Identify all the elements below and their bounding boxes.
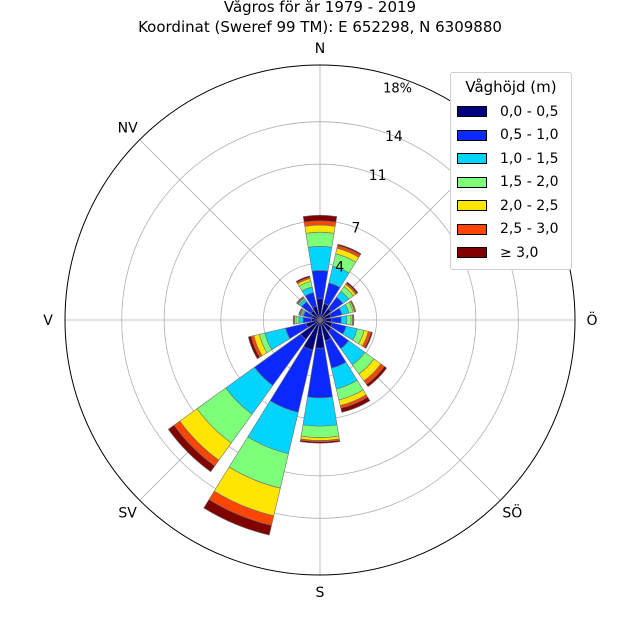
- bar-n-3: [305, 231, 335, 248]
- direction-label-n: N: [315, 41, 325, 57]
- grid-ring: [163, 163, 477, 477]
- legend-label: 1,5 - 2,0: [500, 174, 559, 191]
- bar-s-6: [299, 439, 341, 444]
- direction-label-nv: NV: [118, 121, 138, 137]
- legend-item: 1,0 - 1,5: [451, 147, 571, 171]
- direction-label-s: S: [316, 585, 325, 601]
- bar-sw-6: [167, 424, 216, 473]
- bar-n-1: [311, 270, 329, 300]
- legend-title: Våghöjd (m): [465, 78, 557, 96]
- direction-label-v: V: [43, 313, 53, 329]
- bar-e-2: [340, 315, 348, 325]
- bar-nnw-6: [295, 275, 311, 284]
- bar-nw-6: [296, 296, 304, 304]
- radial-tick-label: 14: [385, 129, 403, 145]
- legend-item: 2,0 - 2,5: [451, 194, 571, 218]
- radial-max-label: 18%: [383, 81, 412, 96]
- bar-sse-6: [340, 396, 371, 413]
- bar-e-6: [352, 314, 355, 326]
- legend-swatch: [457, 200, 487, 212]
- chart-title: Vågros för år 1979 - 2019: [223, 0, 417, 16]
- legend-swatch: [457, 106, 487, 118]
- legend-label: 2,0 - 2,5: [500, 197, 559, 214]
- legend-item: 0,0 - 0,5: [451, 100, 571, 124]
- bar-ene-6: [350, 300, 357, 313]
- legend-label: 1,0 - 1,5: [500, 150, 559, 167]
- legend-label: ≥ 3,0: [500, 244, 539, 261]
- legend-item: ≥ 3,0: [451, 241, 571, 265]
- bar-ssw-6: [203, 499, 272, 536]
- legend-label: 2,5 - 3,0: [500, 221, 559, 238]
- bar-w-2: [298, 316, 304, 324]
- bar-n-6: [302, 214, 338, 223]
- grid-spoke: [139, 139, 321, 321]
- bars-layer: [167, 214, 388, 536]
- chart-subtitle: Koordinat (Sweref 99 TM): E 652298, N 63…: [138, 18, 502, 36]
- direction-label-sv: SV: [118, 505, 137, 521]
- radial-tick-label: 7: [351, 220, 360, 236]
- direction-label-sö: SÖ: [502, 503, 522, 521]
- legend-item: 1,5 - 2,0: [451, 171, 571, 195]
- bar-e-1: [330, 316, 342, 324]
- bar-w-6: [292, 315, 295, 325]
- legend-swatch: [457, 247, 487, 259]
- bar-s-3: [300, 424, 340, 438]
- bar-n-2: [307, 246, 333, 272]
- bar-ese-6: [364, 331, 373, 349]
- bar-n-4: [304, 224, 336, 234]
- bar-w-3: [295, 315, 300, 325]
- bar-w-1: [302, 316, 312, 324]
- bar-e-3: [346, 314, 352, 326]
- radial-tick-label: 11: [369, 168, 387, 184]
- bar-wsw-6: [247, 335, 261, 360]
- bar-nne-6: [337, 243, 362, 256]
- bar-se-6: [365, 365, 388, 388]
- direction-label-ö: Ö: [586, 311, 597, 329]
- radial-tick-label: 4: [335, 260, 344, 276]
- bar-s-2: [302, 396, 338, 427]
- legend: Våghöjd (m) 0,0 - 0,5 0,5 - 1,0 1,0 - 1,5 1…: [450, 72, 572, 270]
- legend-label: 0,5 - 1,0: [500, 127, 559, 144]
- legend-swatch: [457, 223, 487, 235]
- legend-item: 2,5 - 3,0: [451, 218, 571, 242]
- grid-ring: [121, 121, 519, 519]
- legend-swatch: [457, 129, 487, 141]
- bar-wnw-6: [298, 308, 303, 316]
- labels-layer: NNOÖSÖSSVVNV47111418%: [43, 41, 597, 601]
- legend-swatch: [457, 176, 487, 188]
- legend-label: 0,0 - 0,5: [500, 103, 559, 120]
- legend-swatch: [457, 153, 487, 165]
- polar-frame: [64, 64, 576, 576]
- legend-item: 0,5 - 1,0: [451, 124, 571, 148]
- bar-ne-6: [346, 281, 359, 294]
